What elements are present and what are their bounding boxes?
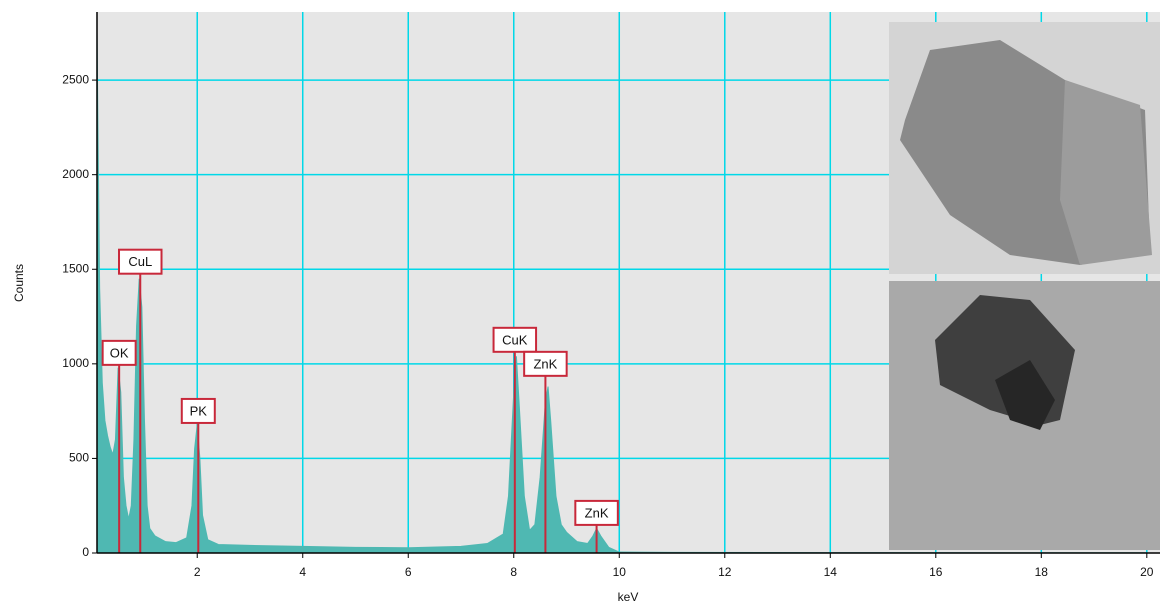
x-tick-label: 10	[613, 565, 627, 579]
peak-label: ZnK	[585, 505, 609, 520]
x-tick-label: 12	[718, 565, 732, 579]
y-tick-label: 2000	[62, 167, 89, 181]
peak-label: OK	[110, 345, 129, 360]
y-tick-label: 1500	[62, 261, 89, 275]
chart: OK CuL PK CuK ZnK ZnK keV Counts 0 500 1000 1500…	[0, 0, 1170, 610]
x-tick-label: 20	[1140, 565, 1154, 579]
y-tick-label: 0	[82, 545, 89, 559]
inset-image-bottom	[889, 281, 1160, 550]
peak-label: PK	[190, 403, 208, 418]
y-axis-label: Counts	[12, 264, 26, 302]
x-tick-label: 18	[1035, 565, 1049, 579]
peak-label: CuK	[502, 332, 528, 347]
x-tick-label: 4	[299, 565, 306, 579]
x-axis-label: keV	[618, 590, 639, 604]
x-tick-label: 8	[510, 565, 517, 579]
peak-label: ZnK	[533, 356, 557, 371]
peak-label: CuL	[128, 254, 152, 269]
inset-image-top	[889, 22, 1160, 274]
y-tick-label: 1000	[62, 356, 89, 370]
x-tick-label: 16	[929, 565, 943, 579]
x-tick-label: 14	[824, 565, 838, 579]
x-tick-label: 2	[194, 565, 201, 579]
y-tick-label: 2500	[62, 72, 89, 86]
y-tick-label: 500	[69, 451, 89, 465]
x-tick-label: 6	[405, 565, 412, 579]
